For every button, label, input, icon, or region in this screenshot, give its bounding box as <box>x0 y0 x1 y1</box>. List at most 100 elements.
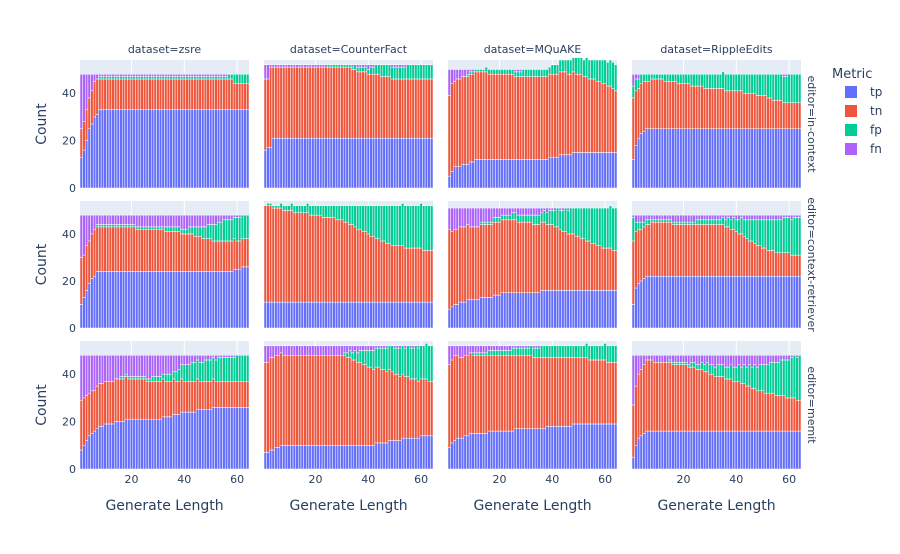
bar-fn-r2c0-x56 <box>224 354 229 358</box>
bar-tp-r0c3-x10 <box>655 128 659 189</box>
bar-fn-r0c2-x8 <box>466 69 470 75</box>
bar-tp-r1c0-x8 <box>98 271 102 329</box>
bar-fn-r2c0-x49 <box>206 354 210 361</box>
bar-tp-r2c3-x7 <box>647 430 651 470</box>
bar-fp-r2c3-x37 <box>726 366 730 380</box>
bar-tp-r0c1-x57 <box>411 137 415 189</box>
bar-tp-r2c1-x33 <box>348 445 352 470</box>
bar-fn-r2c3-x61 <box>790 354 794 358</box>
bar-fp-r1c2-x36 <box>540 212 544 223</box>
bar-tn-r2c0-x12 <box>108 381 112 425</box>
bar-tn-r1c1-x58 <box>414 247 418 303</box>
bar-fn-r0c1-x13 <box>295 64 299 68</box>
bar-tn-r0c0-x37 <box>174 78 178 111</box>
bar-tn-r1c2-x47 <box>569 233 573 291</box>
bar-fp-r2c2-x26 <box>513 347 517 356</box>
bar-fp-r2c0-x38 <box>177 369 181 382</box>
bar-fp-r0c1-x60 <box>419 64 423 80</box>
bar-fp-r2c1-x47 <box>385 347 389 373</box>
bar-tp-r0c1-x32 <box>345 137 349 189</box>
bar-fn-r2c2-x30 <box>524 345 528 349</box>
bar-tn-r1c2-x57 <box>595 245 599 291</box>
bar-tp-r1c3-x46 <box>750 276 754 329</box>
bar-tn-r2c2-x5 <box>458 357 462 439</box>
bar-fn-r2c0-x3 <box>85 354 89 396</box>
bar-tp-r1c2-x45 <box>563 290 568 329</box>
bar-tn-r2c3-x1 <box>631 404 635 458</box>
bar-tp-r1c1-x45 <box>379 301 384 329</box>
bar-tn-r1c0-x18 <box>124 226 128 272</box>
bar-fn-r2c3-x63 <box>795 354 799 358</box>
bar-fp-r1c1-x27 <box>332 205 336 218</box>
bar-tn-r0c1-x11 <box>290 66 294 139</box>
bar-fp-r2c1-x42 <box>372 350 376 370</box>
bar-tn-r2c2-x19 <box>495 354 499 432</box>
bar-fn-r1c3-x60 <box>787 214 791 218</box>
bar-fn-r0c1-x2 <box>266 64 270 80</box>
bar-tn-r2c1-x3 <box>269 357 273 451</box>
bar-tn-r1c1-x64 <box>430 250 434 303</box>
bar-fp-r1c0-x56 <box>224 219 229 242</box>
bar-fn-r1c2-x1 <box>447 207 451 230</box>
bar-tp-r0c2-x56 <box>592 152 597 189</box>
bar-fp-r1c1-x12 <box>292 205 296 214</box>
bar-fn-r0c0-x48 <box>203 73 207 77</box>
bar-tp-r1c2-x24 <box>508 292 512 329</box>
bar-tn-r0c1-x53 <box>401 78 405 139</box>
bar-fn-r0c0-x25 <box>143 73 147 77</box>
bar-tp-r0c1-x13 <box>295 137 299 189</box>
bar-tp-r1c1-x15 <box>300 301 304 329</box>
bar-tn-r1c0-x52 <box>214 240 218 272</box>
bar-fn-r2c0-x42 <box>188 354 192 365</box>
bar-tp-r0c2-x46 <box>566 154 570 189</box>
bar-fp-r1c2-x45 <box>563 207 568 232</box>
bar-tp-r1c2-x59 <box>600 290 605 329</box>
bar-tn-r0c1-x30 <box>340 66 344 139</box>
bar-tp-r0c0-x17 <box>122 109 126 189</box>
bar-tn-r1c1-x26 <box>329 217 333 303</box>
bar-fp-r1c3-x11 <box>658 219 662 223</box>
bar-tp-r2c0-x56 <box>224 407 229 470</box>
bar-tp-r1c2-x58 <box>598 290 602 329</box>
bar-tn-r0c3-x34 <box>718 88 723 129</box>
bar-tn-r0c2-x3 <box>453 81 457 167</box>
bar-fn-r2c3-x28 <box>703 354 707 365</box>
bar-fp-r2c1-x41 <box>369 350 373 368</box>
bar-tn-r1c1-x29 <box>337 219 341 303</box>
bar-fp-r0c3-x6 <box>644 73 649 82</box>
bar-tp-r2c1-x38 <box>361 445 365 470</box>
bar-tp-r2c1-x28 <box>335 445 339 470</box>
bar-fp-r1c1-x30 <box>340 205 344 221</box>
bar-tp-r2c2-x17 <box>490 430 494 470</box>
bar-fn-r2c2-x33 <box>532 345 536 349</box>
bar-tp-r2c0-x28 <box>151 418 155 470</box>
bar-tn-r2c1-x32 <box>345 357 349 446</box>
bar-fn-r2c0-x40 <box>182 354 186 365</box>
bar-fn-r2c1-x22 <box>319 345 323 356</box>
bar-fp-r1c0-x51 <box>211 224 215 242</box>
bar-tp-r0c3-x51 <box>763 128 767 189</box>
bar-tp-r1c3-x23 <box>689 276 693 329</box>
bar-fp-r0c0-x44 <box>193 76 197 80</box>
bar-tn-r0c2-x27 <box>516 76 520 160</box>
bar-fn-r1c0-x25 <box>143 214 147 228</box>
bar-fn-r2c1-x24 <box>324 345 328 356</box>
bar-tn-r0c2-x46 <box>566 73 570 156</box>
bar-tp-r0c1-x31 <box>342 137 347 189</box>
bar-fn-r1c0-x19 <box>127 214 131 225</box>
bar-tn-r1c3-x23 <box>689 224 693 277</box>
bar-tn-r0c2-x53 <box>585 76 589 153</box>
bar-tp-r1c1-x55 <box>406 301 410 329</box>
bar-fp-r1c3-x54 <box>771 219 775 251</box>
bar-fn-r2c0-x59 <box>232 354 237 358</box>
bar-fn-r0c0-x50 <box>209 73 213 77</box>
bar-tn-r1c3-x20 <box>681 224 686 277</box>
bar-tp-r2c3-x8 <box>650 430 654 470</box>
bar-tn-r2c0-x30 <box>156 381 160 420</box>
bar-tn-r0c0-x12 <box>108 78 112 111</box>
bar-fn-r1c0-x48 <box>203 214 207 228</box>
bar-tn-r1c0-x11 <box>106 226 110 272</box>
bar-tn-r2c3-x7 <box>647 359 651 432</box>
bar-tp-r2c1-x35 <box>353 445 357 470</box>
bar-fp-r1c0-x8 <box>98 224 102 228</box>
